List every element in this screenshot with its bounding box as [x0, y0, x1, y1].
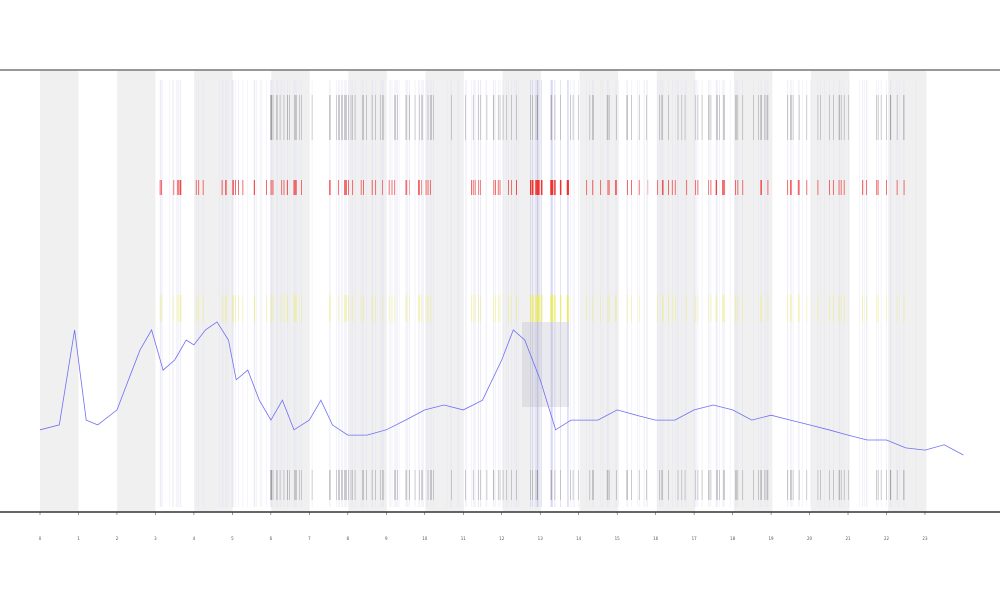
shade-band [271, 70, 310, 512]
background-bands [40, 70, 927, 512]
x-tick-label: 12 [499, 536, 505, 541]
x-tick-label: 7 [308, 536, 311, 541]
x-tick-label: 13 [538, 536, 544, 541]
x-tick-label: 15 [615, 536, 621, 541]
x-tick-label: 10 [422, 536, 428, 541]
x-tick-label: 17 [692, 536, 698, 541]
shade-band [656, 70, 696, 512]
x-tick-label: 3 [154, 536, 157, 541]
x-tick-label: 22 [884, 536, 890, 541]
x-tick-label: 9 [385, 536, 388, 541]
x-tick-label: 11 [461, 536, 467, 541]
data-line [39, 321, 964, 456]
x-tick-label: 4 [193, 536, 196, 541]
x-tick-label: 18 [730, 536, 736, 541]
shade-band [425, 70, 464, 512]
x-tick-label: 1 [77, 536, 80, 541]
x-tick-label: 20 [807, 536, 813, 541]
shade-band [194, 70, 233, 512]
shade-band [579, 70, 619, 512]
x-tick-label: 0 [39, 536, 42, 541]
shade-band [888, 70, 927, 512]
shade-band [40, 70, 79, 512]
shade-band [502, 70, 541, 512]
x-tick-label: 14 [576, 536, 582, 541]
x-tick-label: 5 [231, 536, 234, 541]
x-tick-label: 19 [769, 536, 775, 541]
x-tick-label: 8 [347, 536, 350, 541]
x-tick-label: 2 [116, 536, 119, 541]
x-tick-label: 21 [845, 536, 851, 541]
dense-block [522, 322, 569, 407]
shade-band [811, 70, 850, 512]
shade-band [733, 70, 773, 512]
event-streaks [159, 80, 917, 507]
x-tick-label: 23 [922, 536, 928, 541]
x-tick-label: 16 [653, 536, 659, 541]
shade-band [348, 70, 387, 512]
shade-band [117, 70, 156, 512]
x-tick-label: 6 [270, 536, 273, 541]
